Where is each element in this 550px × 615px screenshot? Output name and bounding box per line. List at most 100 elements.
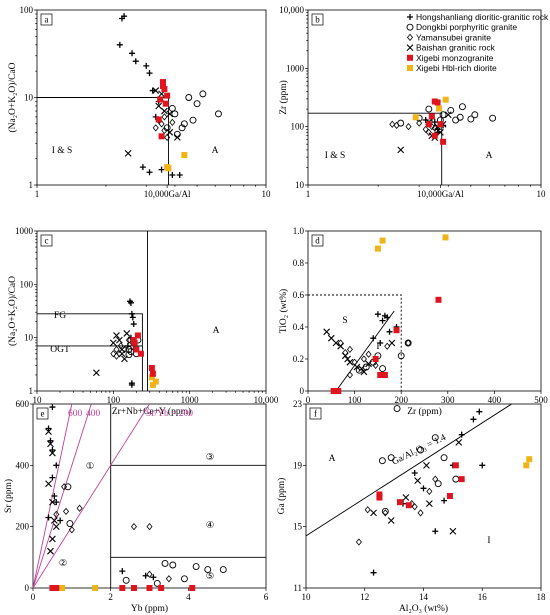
diamond-point xyxy=(346,371,353,379)
sq_yel-point xyxy=(148,374,155,381)
sq_red-point xyxy=(49,585,56,591)
y-tick-label: 100 xyxy=(291,122,305,132)
cross-point xyxy=(414,477,422,485)
plus-point xyxy=(370,569,377,576)
diamond-point xyxy=(164,133,171,142)
circle-point xyxy=(378,457,386,465)
field-label: I xyxy=(487,536,490,546)
x-tick-label: 10 xyxy=(262,189,272,199)
sq_red-point xyxy=(133,346,140,353)
x-tick-label: 500 xyxy=(534,395,548,405)
sq_yel-point xyxy=(374,245,381,252)
sq_red-point xyxy=(53,585,60,591)
plus-point xyxy=(49,404,56,411)
plus-point xyxy=(420,485,427,492)
field-label: I xyxy=(376,342,379,352)
diamond-point xyxy=(411,503,418,511)
division-lines xyxy=(305,403,512,537)
y-tick-label: 0.2 xyxy=(293,354,304,364)
panel-d: d 0 100 200 300 400 500 0 0.2 0.4 0.6 0.8 1.0 Zr (ppm… xyxy=(278,226,548,417)
x-tick-label: 1 xyxy=(306,189,311,199)
cross-point xyxy=(161,107,168,115)
sq_red-point xyxy=(189,585,196,591)
cross-point xyxy=(93,369,100,377)
x-tick-label: 0 xyxy=(31,592,36,602)
diamond-point xyxy=(382,509,389,517)
x-tick-label: 1000 xyxy=(181,395,200,405)
field-label: ⑤ xyxy=(206,571,215,582)
circle-point xyxy=(489,114,497,122)
cross-point xyxy=(406,44,414,51)
y-tick-label: 0.8 xyxy=(293,258,305,268)
diamond-point xyxy=(426,487,433,496)
panel-b: b 1 10,000Ga/Al 10 10 100 1000 10,000 Zr (ppm) I … xyxy=(278,5,546,199)
sq_red-point xyxy=(330,388,337,394)
ratio-line-label: 600 xyxy=(68,409,83,419)
field-labels: ① ② ③ ④ ⑤ 600 400 Sr/Yb = 200 xyxy=(59,409,215,582)
y-axis-label: (Na₂O+K₂O)/CaO xyxy=(7,276,18,346)
plus-point xyxy=(45,514,52,521)
legend-label: Yamansubei granite xyxy=(416,32,491,42)
legend-label: Dongkbi porphyritic granite xyxy=(416,22,517,32)
sq_red-point xyxy=(134,332,141,339)
circle-point xyxy=(387,454,395,462)
x-tick-label: 10,000 xyxy=(254,395,279,405)
diamond-point xyxy=(384,342,391,350)
plus-point xyxy=(379,317,386,324)
diamond-point xyxy=(165,575,172,583)
y-tick-label: 0 xyxy=(25,583,30,593)
field-label: I & S xyxy=(325,151,346,161)
sq_red-point xyxy=(428,113,435,120)
panel-f: f 10 12 14 16 18 11 15 19 23 Al₂O₃ (wt%) Ga (ppm) A I… xyxy=(276,399,546,614)
x-tick-label: 12 xyxy=(360,592,369,602)
circle-point xyxy=(163,124,171,132)
y-axis-label: Sr (ppm) xyxy=(3,479,14,513)
cross-point xyxy=(155,102,163,110)
x-tick-label: 14 xyxy=(419,592,429,602)
x-tick-label: 10 xyxy=(302,592,312,602)
y-tick-label: 1.0 xyxy=(293,226,305,236)
sq_yel-point xyxy=(152,378,159,385)
plus-point xyxy=(53,499,60,506)
plus-point xyxy=(127,299,134,306)
circle-point xyxy=(447,106,455,114)
x-tick-label: 100 xyxy=(107,395,121,405)
sq_yel-point xyxy=(442,234,449,241)
cross-point xyxy=(166,110,174,118)
plus-point xyxy=(158,166,165,173)
panel-label: f xyxy=(309,407,322,420)
legend-label: Xigebi Hbl-rich diorite xyxy=(416,63,497,73)
circle-point xyxy=(452,475,460,483)
legend-box xyxy=(404,11,540,73)
sq_red-point xyxy=(452,462,459,469)
plus-point xyxy=(142,572,149,579)
field-label: ④ xyxy=(206,520,215,531)
cross-point xyxy=(52,523,60,531)
x-tick-label: 0 xyxy=(306,395,311,405)
circle-point xyxy=(215,110,222,118)
legend-label: Xigebi monzogranite xyxy=(416,53,494,63)
x-tick-label: 10 xyxy=(33,395,43,405)
x-tick-label: 400 xyxy=(488,395,502,405)
x-tick-label: 18 xyxy=(537,592,547,602)
y-tick-label: 15 xyxy=(293,522,303,532)
plus-point xyxy=(51,493,58,499)
diamond-point xyxy=(61,483,68,491)
sq_red-point xyxy=(435,296,442,303)
field-labels: FG OGT A xyxy=(50,311,219,355)
sq_red-point xyxy=(376,491,383,498)
circle-point xyxy=(66,520,74,528)
sq_red-point xyxy=(437,121,444,128)
sq_red-point xyxy=(407,54,413,61)
panel-label-text: d xyxy=(315,236,320,246)
circle-point xyxy=(393,405,401,413)
diamond-point xyxy=(146,523,153,531)
plot-frame xyxy=(307,230,542,392)
diamond-point xyxy=(110,350,117,358)
sq_red-point xyxy=(155,116,162,123)
circle-point xyxy=(381,507,389,515)
sq_yel-point xyxy=(436,105,443,112)
